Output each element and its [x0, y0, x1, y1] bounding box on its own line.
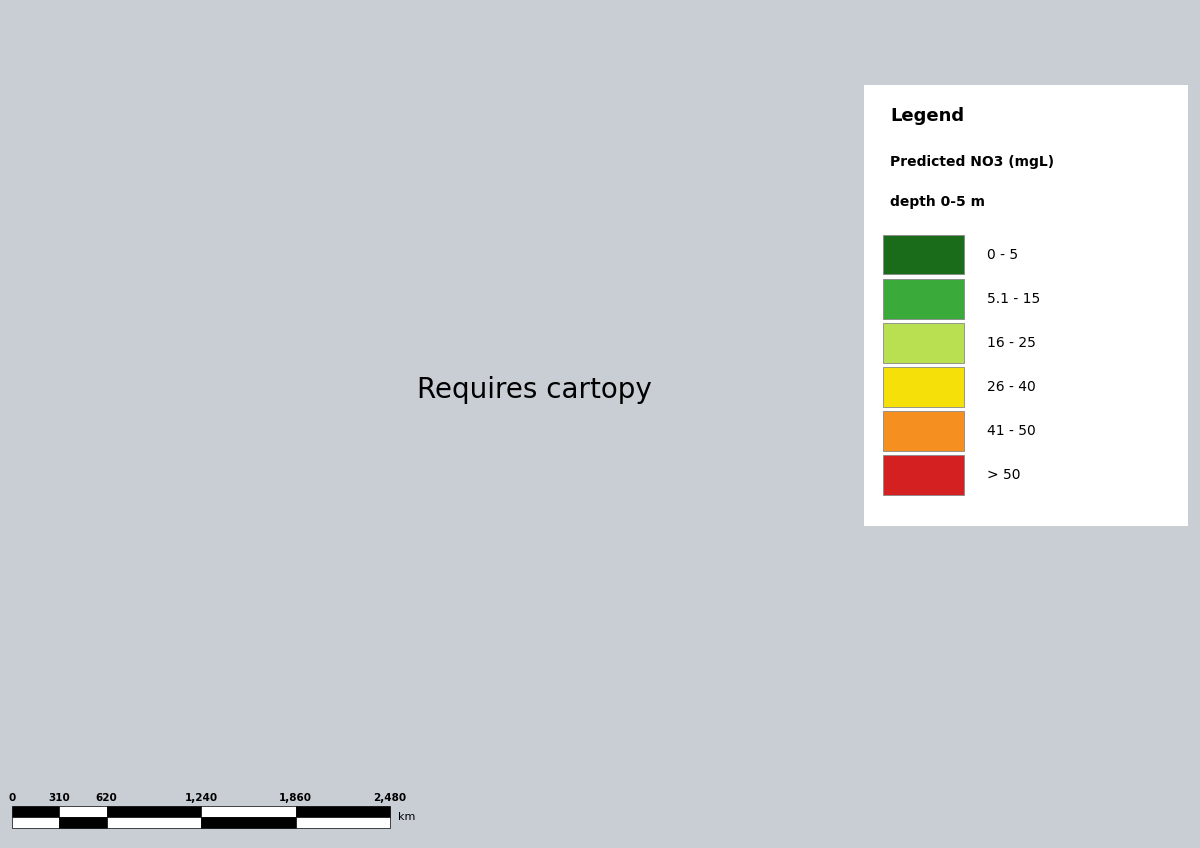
Bar: [59, 817, 107, 828]
Bar: [12, 817, 59, 828]
FancyBboxPatch shape: [883, 455, 965, 495]
Text: 5.1 - 15: 5.1 - 15: [988, 292, 1040, 305]
Text: 620: 620: [96, 794, 118, 803]
Text: 0: 0: [8, 794, 16, 803]
Text: 1,240: 1,240: [185, 794, 217, 803]
Bar: [12, 806, 59, 817]
Text: 26 - 40: 26 - 40: [988, 380, 1036, 393]
Text: 2,480: 2,480: [373, 794, 407, 803]
Text: 310: 310: [48, 794, 70, 803]
Bar: [295, 806, 390, 817]
Text: 0 - 5: 0 - 5: [988, 248, 1019, 261]
FancyBboxPatch shape: [883, 279, 965, 319]
Bar: [295, 817, 390, 828]
Bar: [107, 806, 202, 817]
Text: 41 - 50: 41 - 50: [988, 424, 1036, 438]
Text: km: km: [397, 812, 415, 822]
Bar: [107, 817, 202, 828]
FancyBboxPatch shape: [883, 411, 965, 451]
FancyBboxPatch shape: [864, 85, 1188, 526]
FancyBboxPatch shape: [883, 323, 965, 363]
Text: > 50: > 50: [988, 468, 1021, 482]
Bar: [202, 817, 295, 828]
Text: Legend: Legend: [890, 107, 964, 125]
Text: Predicted NO3 (mgL): Predicted NO3 (mgL): [890, 155, 1054, 170]
Text: depth 0-5 m: depth 0-5 m: [890, 195, 985, 209]
FancyBboxPatch shape: [883, 235, 965, 275]
Bar: [59, 806, 107, 817]
Text: 16 - 25: 16 - 25: [988, 336, 1036, 349]
Text: Requires cartopy: Requires cartopy: [416, 376, 652, 404]
Text: 1,860: 1,860: [280, 794, 312, 803]
Bar: [202, 806, 295, 817]
FancyBboxPatch shape: [883, 367, 965, 407]
